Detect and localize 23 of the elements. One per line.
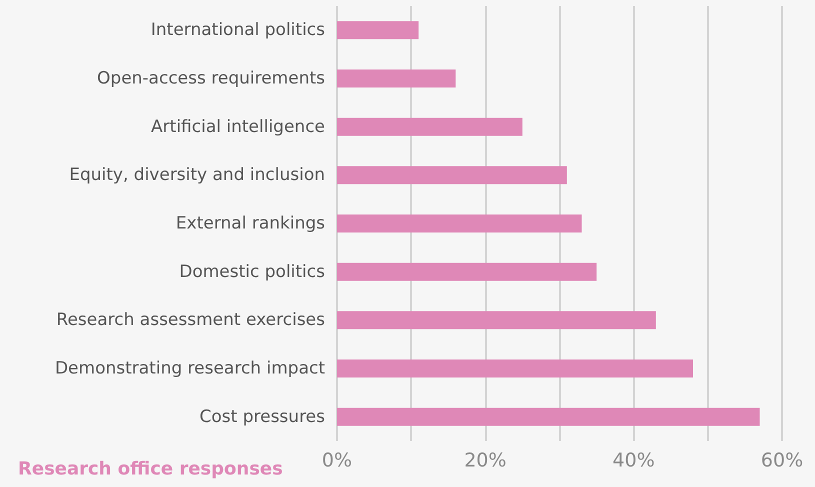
bar: [337, 70, 456, 88]
bar: [337, 360, 693, 378]
bar: [337, 21, 419, 40]
bar: [337, 214, 582, 232]
y-tick-label: Open-access requirements: [97, 68, 326, 88]
y-tick-label: International politics: [150, 20, 326, 40]
x-tick-label: 40%: [612, 450, 655, 472]
bar: [337, 262, 597, 281]
y-tick-label: Artificial intelligence: [151, 116, 325, 137]
y-tick-label: Cost pressures: [200, 406, 326, 427]
y-tick-label: Equity, diversity and inclusion: [69, 165, 325, 186]
y-tick-label: External rankings: [176, 214, 326, 234]
y-tick-label: Demonstrating research impact: [54, 358, 326, 378]
y-tick-label: Research assessment exercises: [56, 310, 326, 330]
bar: [337, 166, 567, 184]
x-tick-label: 0%: [322, 450, 352, 472]
text: Research office responses: [18, 458, 283, 480]
x-tick-label: 20%: [464, 450, 506, 472]
bar: [337, 408, 760, 426]
y-tick-label: Domestic politics: [179, 262, 326, 282]
bar: [337, 118, 522, 136]
bar: [337, 311, 656, 330]
x-tick-label: 60%: [760, 450, 804, 472]
